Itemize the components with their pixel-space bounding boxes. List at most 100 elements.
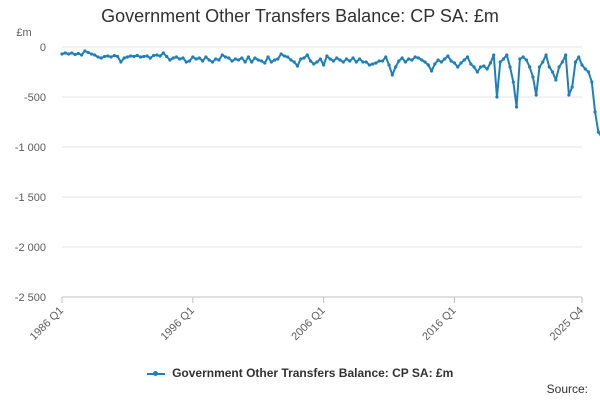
data-point[interactable] (508, 65, 512, 69)
data-point[interactable] (344, 57, 349, 61)
data-point[interactable] (259, 59, 264, 63)
data-point[interactable] (472, 65, 476, 69)
data-point[interactable] (204, 55, 208, 59)
data-point[interactable] (593, 110, 597, 114)
data-point[interactable] (308, 59, 313, 63)
data-point[interactable] (462, 58, 466, 62)
data-point[interactable] (60, 52, 64, 56)
data-point[interactable] (544, 53, 548, 57)
data-point[interactable] (138, 55, 143, 59)
data-point[interactable] (263, 61, 267, 65)
data-point[interactable] (80, 53, 84, 57)
data-point[interactable] (178, 57, 182, 61)
data-point[interactable] (338, 58, 342, 62)
data-point[interactable] (272, 58, 277, 62)
data-point[interactable] (348, 59, 352, 63)
data-point[interactable] (351, 56, 355, 60)
data-point[interactable] (570, 85, 574, 89)
data-point[interactable] (132, 54, 136, 59)
data-point[interactable] (488, 61, 493, 65)
data-point[interactable] (364, 60, 368, 64)
data-point[interactable] (115, 54, 120, 59)
data-point[interactable] (531, 75, 535, 79)
data-point[interactable] (86, 50, 90, 55)
data-point[interactable] (459, 61, 463, 65)
data-point[interactable] (145, 54, 149, 58)
data-point[interactable] (586, 70, 591, 74)
data-point[interactable] (282, 54, 286, 58)
data-point[interactable] (109, 55, 113, 59)
data-point[interactable] (518, 57, 522, 61)
data-point[interactable] (452, 61, 457, 65)
data-point[interactable] (312, 62, 316, 66)
data-point[interactable] (501, 57, 506, 61)
data-point[interactable] (63, 51, 67, 55)
data-point[interactable] (554, 78, 558, 82)
data-point[interactable] (429, 69, 434, 73)
data-point[interactable] (377, 59, 381, 63)
data-point[interactable] (371, 62, 375, 66)
data-point[interactable] (358, 57, 362, 61)
data-point[interactable] (93, 53, 97, 57)
data-point[interactable] (125, 55, 130, 59)
data-point[interactable] (439, 60, 443, 64)
data-point[interactable] (367, 63, 372, 67)
data-point[interactable] (158, 54, 162, 58)
data-point[interactable] (521, 55, 525, 59)
data-point[interactable] (361, 60, 365, 64)
data-point[interactable] (479, 65, 483, 69)
data-point[interactable] (223, 55, 228, 59)
data-point[interactable] (286, 55, 290, 59)
data-point[interactable] (155, 53, 159, 57)
data-point[interactable] (73, 52, 77, 57)
data-point[interactable] (505, 53, 509, 57)
data-point[interactable] (374, 61, 378, 65)
data-point[interactable] (106, 54, 110, 58)
data-point[interactable] (573, 60, 578, 64)
data-point[interactable] (266, 55, 270, 59)
data-point[interactable] (70, 51, 74, 55)
data-point[interactable] (220, 53, 224, 57)
data-point[interactable] (246, 55, 251, 59)
data-point[interactable] (269, 60, 273, 64)
data-point[interactable] (580, 63, 584, 67)
data-point[interactable] (315, 60, 319, 64)
data-point[interactable] (590, 80, 594, 84)
data-point[interactable] (456, 65, 460, 69)
data-point[interactable] (201, 59, 205, 63)
data-point[interactable] (567, 93, 571, 97)
data-point[interactable] (227, 56, 231, 60)
data-point[interactable] (433, 62, 437, 66)
data-point[interactable] (187, 59, 192, 63)
data-point[interactable] (243, 60, 247, 64)
data-point[interactable] (295, 64, 300, 68)
data-point[interactable] (112, 53, 116, 58)
data-point[interactable] (400, 56, 404, 60)
data-point[interactable] (426, 63, 430, 67)
data-point[interactable] (492, 53, 496, 57)
data-point[interactable] (485, 67, 489, 71)
data-point[interactable] (135, 53, 139, 58)
data-point[interactable] (416, 56, 421, 60)
data-point[interactable] (194, 57, 198, 61)
data-point[interactable] (168, 58, 172, 62)
data-point[interactable] (148, 56, 152, 60)
data-point[interactable] (354, 60, 358, 64)
data-point[interactable] (165, 54, 169, 59)
data-point[interactable] (335, 56, 339, 60)
data-point[interactable] (596, 130, 600, 134)
data-point[interactable] (302, 56, 306, 60)
data-point[interactable] (328, 57, 332, 61)
data-point[interactable] (174, 55, 179, 59)
data-point[interactable] (449, 59, 453, 63)
data-point[interactable] (289, 58, 293, 62)
data-point[interactable] (99, 56, 103, 60)
data-point[interactable] (322, 63, 326, 67)
data-point[interactable] (292, 60, 296, 64)
data-point[interactable] (76, 51, 80, 56)
data-point[interactable] (305, 53, 309, 57)
data-point[interactable] (387, 63, 391, 67)
data-point[interactable] (66, 52, 71, 56)
data-point[interactable] (210, 60, 215, 64)
data-point[interactable] (181, 56, 185, 60)
